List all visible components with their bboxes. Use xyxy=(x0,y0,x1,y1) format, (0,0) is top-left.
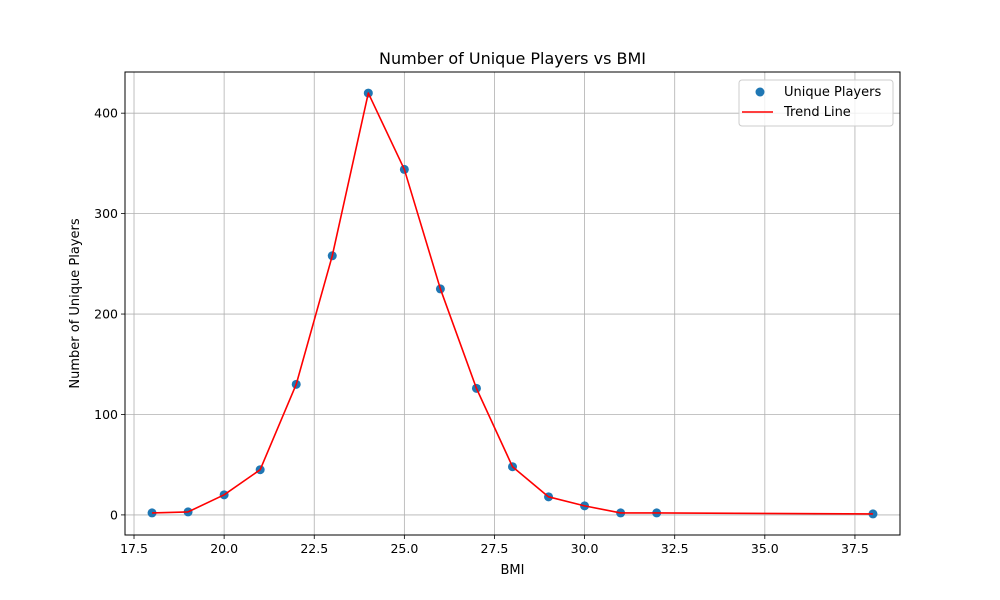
grid xyxy=(125,72,900,535)
y-tick-label: 200 xyxy=(94,307,118,322)
x-tick-label: 32.5 xyxy=(661,541,689,556)
legend-marker-unique-players xyxy=(755,87,765,97)
x-tick-label: 27.5 xyxy=(481,541,509,556)
y-axis-label: Number of Unique Players xyxy=(68,218,83,388)
plot-series xyxy=(147,88,878,519)
x-tick-label: 25.0 xyxy=(390,541,418,556)
x-tick-label: 20.0 xyxy=(210,541,238,556)
legend-box xyxy=(738,79,894,127)
legend-label-trend-line: Trend Line xyxy=(783,105,851,120)
x-tick-label: 22.5 xyxy=(300,541,328,556)
legend-label-unique-players: Unique Players xyxy=(784,85,881,100)
y-tick-label: 100 xyxy=(94,407,118,422)
x-tick-label: 37.5 xyxy=(841,541,869,556)
y-tick-label: 0 xyxy=(110,507,118,522)
plot-area-frame xyxy=(124,71,901,536)
trend-line xyxy=(152,92,873,515)
x-tick-label: 30.0 xyxy=(571,541,599,556)
chart-title: Number of Unique Players vs BMI xyxy=(379,49,646,68)
x-tick-label: 35.0 xyxy=(751,541,779,556)
axis-ticks: 17.5 20.0 22.5 25.0 27.5 30.0 32.5 35.0 37.5 0 100… xyxy=(94,106,869,556)
legend: Unique Players Trend Line xyxy=(738,79,894,127)
y-tick-label: 400 xyxy=(94,106,118,121)
y-tick-label: 300 xyxy=(94,206,118,221)
x-tick-label: 17.5 xyxy=(120,541,148,556)
x-axis-label: BMI xyxy=(501,563,525,578)
